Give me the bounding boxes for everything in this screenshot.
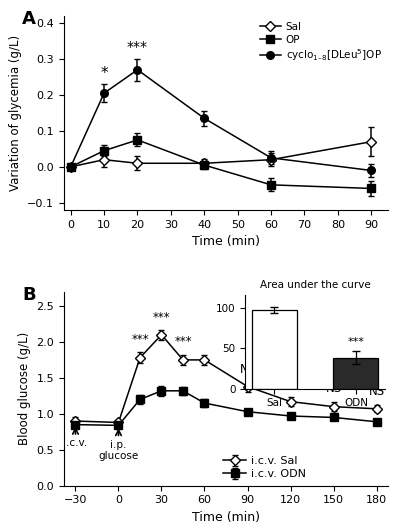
Text: NS: NS bbox=[326, 382, 342, 395]
Text: A: A bbox=[22, 10, 36, 28]
Text: NS: NS bbox=[282, 379, 298, 392]
Text: i.p.
glucose: i.p. glucose bbox=[98, 440, 139, 461]
Text: B: B bbox=[22, 286, 36, 304]
Text: ***: *** bbox=[127, 40, 148, 54]
Text: *: * bbox=[100, 65, 108, 81]
Text: Area under the curve: Area under the curve bbox=[260, 280, 370, 290]
Legend: i.c.v. Sal, i.c.v. ODN: i.c.v. Sal, i.c.v. ODN bbox=[222, 455, 307, 480]
X-axis label: Time (min): Time (min) bbox=[192, 235, 260, 248]
Text: ***: *** bbox=[131, 333, 149, 346]
Text: NS: NS bbox=[368, 385, 384, 398]
Text: NS: NS bbox=[240, 363, 256, 376]
Legend: Sal, OP, cyclo$_{1–8}$[DLeu$^5$]OP: Sal, OP, cyclo$_{1–8}$[DLeu$^5$]OP bbox=[259, 21, 383, 64]
Text: ***: *** bbox=[153, 311, 170, 324]
Y-axis label: Variation of glycemia (g/L): Variation of glycemia (g/L) bbox=[9, 35, 22, 191]
Text: ***: *** bbox=[174, 335, 192, 347]
Y-axis label: Blood glucose (g/L): Blood glucose (g/L) bbox=[18, 332, 31, 445]
Text: i.c.v.: i.c.v. bbox=[63, 438, 88, 448]
X-axis label: Time (min): Time (min) bbox=[192, 511, 260, 524]
